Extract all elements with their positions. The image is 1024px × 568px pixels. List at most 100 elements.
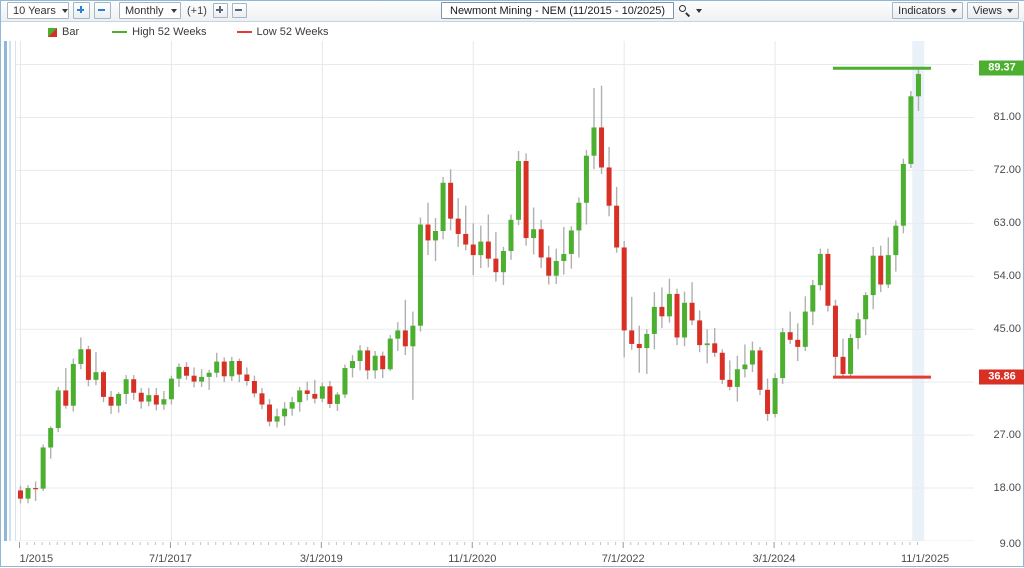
candle-body (674, 293, 680, 338)
legend-label-high: High 52 Weeks (132, 26, 207, 38)
bar-swatch-icon (48, 27, 57, 37)
candle-body (448, 182, 454, 219)
search-icon[interactable] (677, 3, 693, 19)
candle-body (787, 332, 793, 340)
offset-increase-button[interactable] (212, 3, 228, 18)
candle-body (599, 127, 605, 168)
candle-body (199, 376, 205, 382)
candle-body (583, 155, 589, 203)
left-border-accent-2 (9, 41, 11, 541)
candle-body (606, 167, 612, 206)
candle-body (636, 343, 642, 349)
candle-body (553, 261, 559, 276)
price-plot[interactable] (15, 41, 974, 541)
views-button[interactable]: Views (966, 2, 1019, 19)
candle-body (78, 349, 84, 364)
candle-body (304, 390, 310, 394)
legend-label-low: Low 52 Weeks (256, 26, 329, 38)
y-axis-low-badge: 36.86 (979, 369, 1024, 385)
candle-body (101, 372, 107, 397)
x-axis-ticks (19, 542, 918, 548)
candle-body (455, 218, 461, 234)
candle-body (410, 325, 416, 347)
range-zoom-in-button[interactable] (73, 2, 90, 19)
candle-body (176, 366, 182, 379)
x-axis-tick: 7/1/2022 (601, 553, 645, 565)
candle-body (802, 311, 808, 347)
x-axis-tick: 3/1/2019 (299, 553, 343, 565)
candle-body (893, 225, 899, 256)
candle-body (863, 295, 869, 320)
candle-body (795, 339, 801, 347)
candle-body (697, 320, 703, 346)
candle-body (357, 350, 363, 361)
candle-body (727, 379, 733, 387)
candle-body (682, 302, 688, 338)
range-select[interactable]: 10 Years (7, 2, 69, 19)
candle-body (463, 233, 469, 245)
candle-body (485, 241, 491, 259)
candle-body (749, 350, 755, 365)
candle-body (531, 229, 537, 239)
candle-body (825, 253, 831, 306)
candle-body (93, 372, 99, 380)
candle-body (425, 224, 431, 241)
range-zoom-out-button[interactable] (94, 2, 111, 19)
candle-body (433, 231, 439, 241)
offset-decrease-button[interactable] (231, 3, 247, 18)
candle-body (855, 319, 861, 339)
chevron-down-icon (950, 8, 957, 13)
x-axis-tick: 11/1/2020 (448, 553, 497, 565)
price-chart-svg (16, 41, 974, 541)
y-axis-tick: 63.00 (993, 217, 1021, 230)
candle-body (576, 202, 582, 231)
chart-area: 81.00 72.00 63.00 54.00 45.00 27.00 18.00 89.37… (1, 41, 1024, 568)
indicators-button[interactable]: Indicators (892, 2, 963, 19)
y-axis-high-badge: 89.37 (979, 60, 1024, 76)
toolbar-left-group: 10 Years Monthly (+1) (7, 2, 247, 19)
symbol-input-value: Newmont Mining - NEM (11/2015 - 10/2025) (450, 4, 666, 17)
x-axis-tick: 11/1/2025 (900, 553, 950, 565)
candle-body (870, 255, 876, 296)
legend-label-bar: Bar (62, 26, 80, 38)
candle-body (915, 73, 921, 97)
candle-body (712, 343, 718, 353)
candle-body (417, 224, 423, 326)
candle-body (153, 395, 159, 405)
symbol-group: Newmont Mining - NEM (11/2015 - 10/2025) (441, 2, 703, 19)
candle-body (274, 416, 280, 422)
views-label: Views (972, 4, 1002, 17)
candle-body (161, 399, 167, 405)
candle-body (878, 255, 884, 285)
candle-body (470, 244, 476, 256)
candle-body (621, 247, 627, 331)
legend-item-bar[interactable]: Bar (48, 26, 79, 38)
legend-item-low-52-weeks[interactable]: Low 52 Weeks (236, 26, 329, 38)
symbol-input[interactable]: Newmont Mining - NEM (11/2015 - 10/2025) (441, 2, 675, 19)
candle-body (63, 390, 69, 406)
candle-body (244, 374, 250, 381)
candle-body (478, 241, 484, 256)
legend-item-high-52-weeks[interactable]: High 52 Weeks (112, 26, 207, 38)
candle-body (387, 338, 393, 370)
period-select[interactable]: Monthly (119, 2, 181, 19)
candle-body (742, 364, 748, 370)
candle-body (251, 381, 257, 394)
candle-body (123, 379, 129, 394)
candle-body (840, 356, 846, 374)
candle-body (538, 229, 544, 258)
candle-body (327, 386, 333, 404)
candle-body (614, 205, 620, 248)
candle-body (659, 306, 665, 317)
candle-body (651, 306, 657, 334)
chevron-down-icon[interactable] (696, 8, 703, 13)
line-swatch-icon (236, 31, 252, 33)
y-axis-tick: 18.00 (993, 482, 1021, 495)
candle-body (704, 343, 710, 346)
y-axis-bottom-value: 9.00 (999, 538, 1021, 550)
candle-body (900, 163, 906, 226)
period-select-value: Monthly (125, 4, 164, 17)
toolbar: 10 Years Monthly (+1) Newmont Mining - N… (1, 1, 1024, 22)
candle-body (780, 332, 786, 379)
